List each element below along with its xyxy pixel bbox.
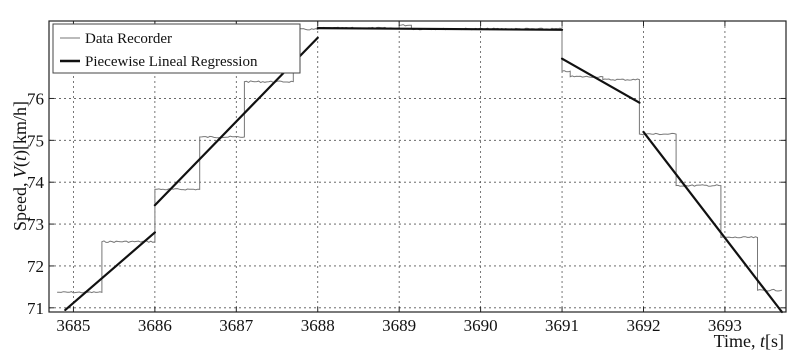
x-tick-label: 3688 (301, 316, 335, 335)
regression-segment (560, 57, 641, 104)
legend-box (52, 23, 301, 74)
x-tick-label: 3689 (382, 316, 416, 335)
regression-segment (316, 27, 564, 31)
legend: Data Recorder Piecewise Lineal Regressio… (52, 23, 301, 74)
y-tick-label: 71 (27, 299, 44, 318)
x-tick-label: 3691 (545, 316, 579, 335)
y-tick-label: 76 (27, 89, 44, 108)
legend-label-data-recorder: Data Recorder (85, 31, 172, 47)
x-tick-label: 3690 (464, 316, 498, 335)
grid-lines (49, 21, 786, 312)
x-tick-label: 3687 (219, 316, 254, 335)
x-tick-label: 3692 (626, 316, 660, 335)
y-tick-label: 72 (27, 257, 44, 276)
plot-frame (48, 20, 787, 313)
x-tick-label: 3685 (56, 316, 90, 335)
x-axis-title: Time, t[s] (714, 331, 784, 351)
x-tick-label: 3693 (708, 316, 742, 335)
y-tick-label: 75 (27, 131, 44, 150)
y-tick-label: 73 (27, 215, 44, 234)
y-axis-title: Speed, V(t)[km/h] (10, 101, 31, 231)
legend-label-regression: Piecewise Lineal Regression (85, 54, 258, 70)
y-tick-label: 74 (27, 173, 45, 192)
regression-segment (642, 130, 784, 314)
tick-labels: 3685 3686 3687 3688 3689 3690 3691 3692 3693 71 72… (27, 21, 786, 335)
regression-segment (64, 231, 156, 312)
x-tick-label: 3686 (138, 316, 172, 335)
